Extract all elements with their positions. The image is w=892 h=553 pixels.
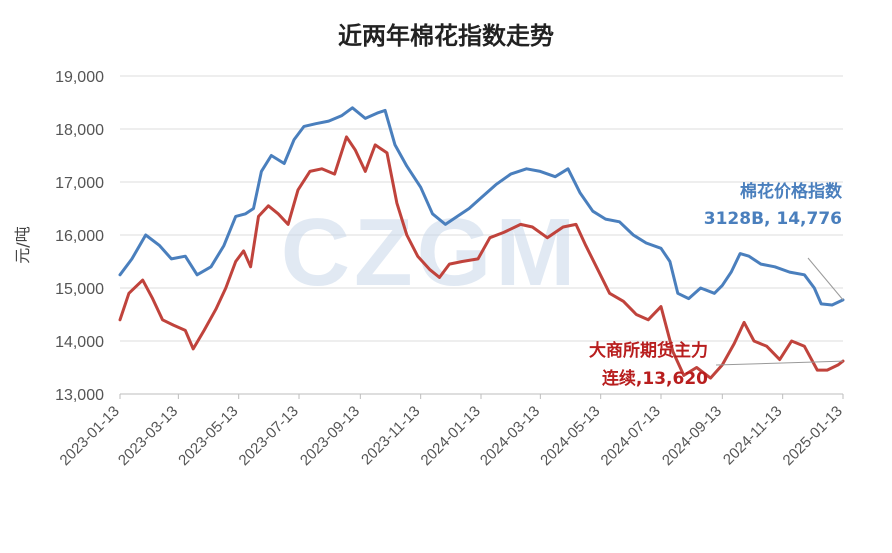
x-tick-label: 2025-01-13	[780, 403, 846, 469]
grid-layer	[120, 75, 843, 395]
x-tick-label: 2024-05-13	[537, 403, 603, 469]
annotation-text: 大商所期货主力	[589, 340, 708, 361]
y-tick-label: 14,000	[55, 334, 104, 351]
annotation-text: 3128B, 14,776	[704, 209, 842, 229]
y-tick-label: 15,000	[55, 281, 104, 298]
x-tick-label: 2023-07-13	[236, 403, 302, 469]
chart-title: 近两年棉花指数走势	[338, 22, 554, 50]
series-line-1	[118, 106, 845, 307]
annotation-leader	[715, 360, 844, 366]
y-axis-label: 元/吨	[13, 226, 32, 263]
x-tick-label: 2023-05-13	[175, 403, 241, 469]
x-axis-ticks: 2023-01-132023-03-132023-05-132023-07-13…	[57, 394, 846, 469]
annotation-leader	[807, 257, 844, 301]
y-tick-label: 13,000	[55, 387, 104, 404]
x-tick-label: 2024-09-13	[659, 403, 725, 469]
series-line-2	[118, 135, 845, 380]
y-axis-ticks: 13,000 14,000 15,000 16,000 17,000 18,000 19,0…	[55, 69, 104, 404]
x-tick-label: 2023-11-13	[358, 403, 423, 468]
y-tick-label: 19,000	[55, 69, 104, 86]
x-tick-label: 2024-03-13	[477, 403, 543, 469]
annotation-text: 连续,13,620	[602, 368, 708, 389]
x-tick-label: 2023-09-13	[297, 403, 363, 469]
x-tick-label: 2024-07-13	[598, 403, 664, 469]
x-tick-label: 2023-01-13	[57, 403, 123, 469]
x-tick-label: 2023-03-13	[115, 403, 181, 469]
y-tick-label: 17,000	[55, 175, 104, 192]
x-tick-label: 2024-11-13	[720, 403, 785, 468]
x-tick-label: 2024-01-13	[418, 403, 484, 469]
watermark: CZGM	[281, 199, 580, 306]
y-tick-label: 18,000	[55, 122, 104, 139]
annotation-text: 棉花价格指数	[740, 181, 843, 202]
y-tick-label: 16,000	[55, 228, 104, 245]
series-layer	[118, 106, 845, 380]
